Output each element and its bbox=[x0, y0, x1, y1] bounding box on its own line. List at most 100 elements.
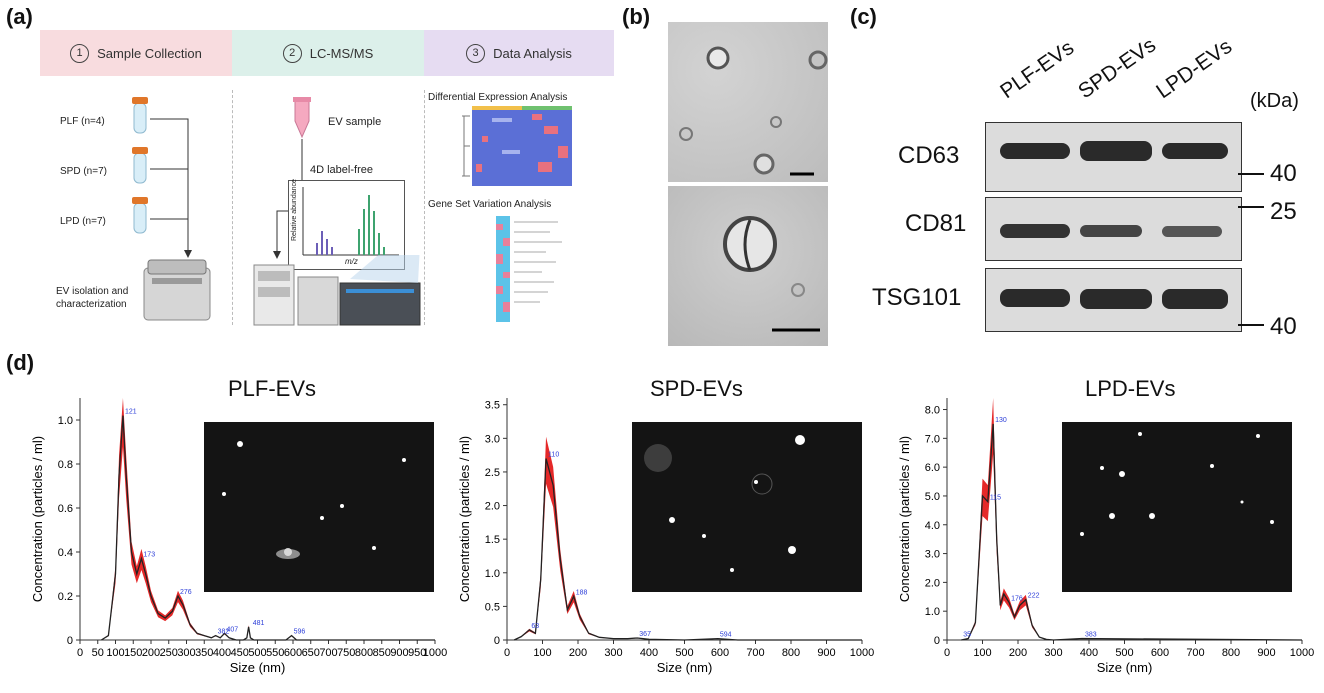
ev-sample-label: EV sample bbox=[328, 116, 382, 128]
error-band bbox=[514, 436, 862, 640]
step-number: 2 bbox=[282, 43, 302, 63]
x-tick-label: 0 bbox=[504, 647, 510, 659]
y-tick-label: 3.0 bbox=[925, 549, 940, 561]
step-number: 3 bbox=[466, 43, 486, 63]
mean-line bbox=[100, 415, 435, 641]
x-tick-label: 600 bbox=[711, 647, 729, 659]
divider bbox=[424, 90, 425, 325]
heatmap-icon bbox=[462, 106, 572, 186]
peak-label: 596 bbox=[294, 629, 306, 636]
step-lc-ms: 2 LC-MS/MS bbox=[232, 30, 424, 76]
panel-label-c: (c) bbox=[850, 4, 877, 29]
nta-title-plf: PLF-EVs bbox=[228, 376, 317, 401]
x-tick-label: 900 bbox=[390, 647, 408, 659]
x-tick-label: 400 bbox=[213, 647, 231, 659]
x-axis-label: Size (nm) bbox=[1097, 660, 1153, 675]
ms-spectrum-icon bbox=[302, 187, 399, 256]
y-tick-label: 1.5 bbox=[485, 534, 500, 546]
peak-label: 121 bbox=[125, 409, 137, 416]
sample-spd-label: SPD (n=7) bbox=[60, 166, 107, 177]
peak-label: 367 bbox=[639, 631, 651, 638]
x-tick-label: 0 bbox=[77, 647, 83, 659]
x-tick-label: 1000 bbox=[1290, 647, 1314, 659]
x-tick-label: 350 bbox=[195, 647, 213, 659]
y-tick-label: 0 bbox=[67, 635, 73, 647]
x-tick-label: 500 bbox=[248, 647, 266, 659]
x-tick-label: 700 bbox=[746, 647, 764, 659]
peak-label: 115 bbox=[990, 495, 1001, 502]
y-tick-label: 0.5 bbox=[485, 601, 500, 613]
peak-label: 130 bbox=[995, 417, 1007, 424]
x-tick-label: 600 bbox=[1151, 647, 1169, 659]
x-tick-label: 500 bbox=[675, 647, 693, 659]
y-tick-label: 4.0 bbox=[925, 520, 940, 532]
step-label: Sample Collection bbox=[97, 45, 202, 61]
x-tick-label: 150 bbox=[124, 647, 142, 659]
x-tick-label: 700 bbox=[319, 647, 337, 659]
x-tick-label: 100 bbox=[106, 647, 124, 659]
y-tick-label: 5.0 bbox=[925, 491, 940, 503]
x-tick-label: 400 bbox=[640, 647, 658, 659]
peak-label: 176 bbox=[1011, 596, 1023, 603]
y-axis-label: Concentration (particles / ml) bbox=[897, 436, 912, 602]
peak-label: 63 bbox=[531, 623, 539, 630]
y-tick-label: 1.0 bbox=[58, 415, 73, 427]
peak-label: 382 bbox=[218, 629, 230, 636]
band bbox=[1000, 224, 1070, 238]
y-tick-label: 1.0 bbox=[485, 568, 500, 580]
nta-chart-spd: 0 100 200 300 400 500 600 700 800 900 1000 0 0.5 1.0 1… bbox=[457, 398, 874, 675]
label-free-label: 4D label-free bbox=[310, 164, 373, 176]
peak-label: 276 bbox=[180, 589, 192, 596]
x-axis-label: Size (nm) bbox=[230, 660, 286, 675]
x-tick-label: 900 bbox=[817, 647, 835, 659]
x-tick-label: 200 bbox=[1009, 647, 1027, 659]
x-tick-label: 300 bbox=[177, 647, 195, 659]
lane-label-plf: PLF-EVs bbox=[996, 36, 1079, 104]
y-tick-label: 0.6 bbox=[58, 503, 73, 515]
tem-vesicle-bottom bbox=[723, 216, 820, 332]
peak-label: 173 bbox=[143, 552, 155, 559]
kda-unit-label: (kDa) bbox=[1250, 90, 1299, 112]
band bbox=[1000, 289, 1070, 307]
x-tick-label: 550 bbox=[266, 647, 284, 659]
y-axis-label: Concentration (particles / ml) bbox=[457, 436, 472, 602]
peak-label: 481 bbox=[253, 620, 265, 627]
band bbox=[1080, 289, 1152, 309]
ms-xlabel: m/z bbox=[345, 257, 358, 266]
peak-label: 594 bbox=[720, 632, 732, 639]
marker-40-top: 40 bbox=[1270, 160, 1297, 187]
x-tick-label: 650 bbox=[302, 647, 320, 659]
marker-25: 25 bbox=[1270, 198, 1297, 225]
step-sample-collection: 1 Sample Collection bbox=[40, 30, 232, 76]
divider bbox=[232, 90, 233, 325]
nta-particles-lpd bbox=[1080, 432, 1274, 536]
x-tick-label: 850 bbox=[373, 647, 391, 659]
panel-label-b: (b) bbox=[622, 4, 651, 29]
protein-label-cd81: CD81 bbox=[905, 210, 967, 237]
marker-ticks bbox=[1238, 173, 1264, 326]
nta-video-frame-plf bbox=[204, 422, 434, 592]
x-tick-label: 900 bbox=[1257, 647, 1275, 659]
nta-chart-lpd: 0 100 200 300 400 500 600 700 800 900 1000 0 1.0 2.0 3… bbox=[897, 398, 1314, 675]
step-label: LC-MS/MS bbox=[309, 45, 374, 61]
lane-label-spd: SPD-EVs bbox=[1074, 33, 1161, 104]
gsva-heatmap-icon bbox=[496, 216, 562, 322]
peak-label: 35 bbox=[963, 632, 971, 639]
x-tick-label: 600 bbox=[284, 647, 302, 659]
x-tick-label: 300 bbox=[1044, 647, 1062, 659]
band bbox=[1162, 289, 1228, 309]
y-tick-label: 0 bbox=[494, 635, 500, 647]
y-tick-label: 2.0 bbox=[485, 501, 500, 513]
nta-chart-plf: 0 50 100 150 200 250 300 350 400 450 500 550 600 650 7… bbox=[30, 398, 447, 675]
x-tick-label: 800 bbox=[355, 647, 373, 659]
x-tick-label: 1000 bbox=[423, 647, 447, 659]
x-tick-label: 700 bbox=[1186, 647, 1204, 659]
dea-label: Differential Expression Analysis bbox=[428, 92, 568, 103]
x-tick-label: 450 bbox=[231, 647, 249, 659]
mass-spectrometer-icon bbox=[253, 255, 421, 326]
y-tick-label: 3.5 bbox=[485, 400, 500, 412]
panel-label-a: (a) bbox=[6, 4, 33, 29]
y-tick-label: 7.0 bbox=[925, 433, 940, 445]
nta-particles-plf bbox=[222, 441, 406, 559]
blot-cd63 bbox=[985, 122, 1242, 192]
